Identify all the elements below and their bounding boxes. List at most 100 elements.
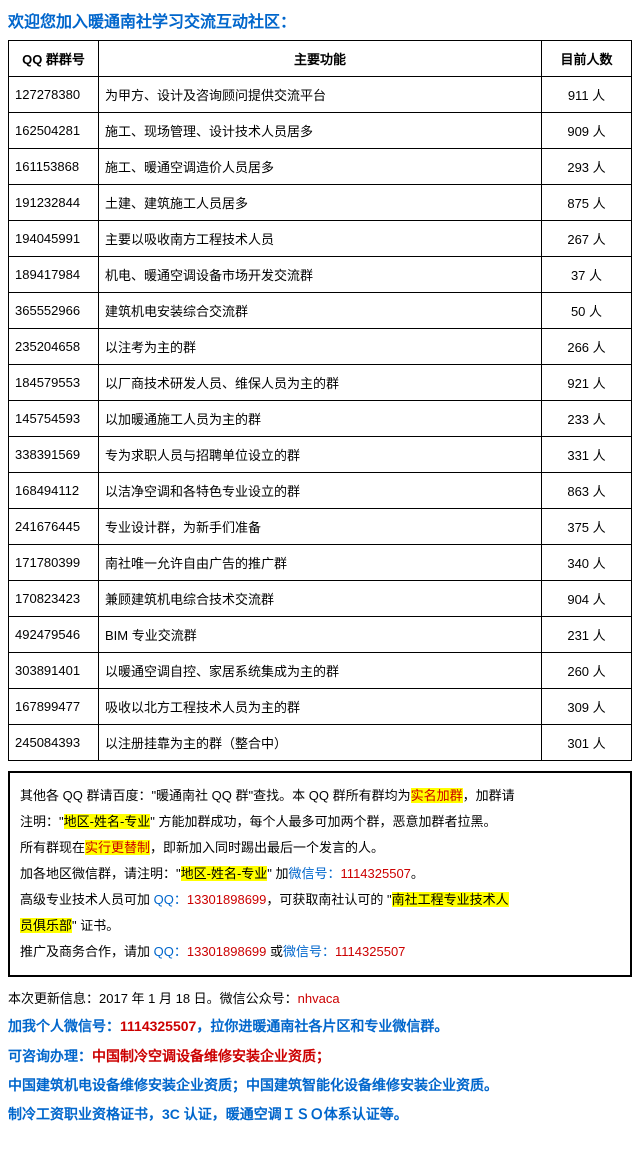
- cell-id: 245084393: [9, 725, 99, 761]
- cell-count: 50 人: [542, 293, 632, 329]
- table-row: 127278380为甲方、设计及咨询顾问提供交流平台911 人: [9, 77, 632, 113]
- table-row: 303891401以暖通空调自控、家居系统集成为主的群260 人: [9, 653, 632, 689]
- cell-id: 170823423: [9, 581, 99, 617]
- table-header-row: QQ 群群号 主要功能 目前人数: [9, 41, 632, 77]
- footer-personal-wechat: 加我个人微信号：1114325507，拉你进暖通南社各片区和专业微信群。: [8, 1014, 632, 1039]
- cell-func: 兼顾建筑机电综合技术交流群: [99, 581, 542, 617]
- text: 推广及商务合作，请加: [20, 944, 154, 959]
- header-func: 主要功能: [99, 41, 542, 77]
- cell-func: 主要以吸收南方工程技术人员: [99, 221, 542, 257]
- cell-id: 241676445: [9, 509, 99, 545]
- cell-count: 921 人: [542, 365, 632, 401]
- text: 加我个人微信号：: [8, 1018, 120, 1034]
- cell-count: 233 人: [542, 401, 632, 437]
- cell-count: 331 人: [542, 437, 632, 473]
- notice-line: 加各地区微信群，请注明："地区-姓名-专业" 加微信号：1114325507。: [20, 861, 620, 887]
- highlight-format: 地区-姓名-专业: [64, 814, 151, 829]
- cell-count: 375 人: [542, 509, 632, 545]
- qq-number: 13301898699: [187, 944, 267, 959]
- cell-id: 191232844: [9, 185, 99, 221]
- cell-count: 909 人: [542, 113, 632, 149]
- text: 加各地区微信群，请注明：": [20, 866, 181, 881]
- table-row: 145754593以加暖通施工人员为主的群233 人: [9, 401, 632, 437]
- cell-id: 162504281: [9, 113, 99, 149]
- cell-id: 161153868: [9, 149, 99, 185]
- cell-func: BIM 专业交流群: [99, 617, 542, 653]
- cell-count: 301 人: [542, 725, 632, 761]
- cell-id: 167899477: [9, 689, 99, 725]
- cell-count: 875 人: [542, 185, 632, 221]
- text: ，加群请: [463, 788, 515, 803]
- text: 所有群现在: [20, 840, 85, 855]
- table-row: 365552966建筑机电安装综合交流群50 人: [9, 293, 632, 329]
- cell-func: 机电、暖通空调设备市场开发交流群: [99, 257, 542, 293]
- cell-count: 911 人: [542, 77, 632, 113]
- cell-func: 施工、暖通空调造价人员居多: [99, 149, 542, 185]
- cell-count: 267 人: [542, 221, 632, 257]
- qq-number: 13301898699: [187, 892, 267, 907]
- wechat-label: 微信号：: [283, 944, 335, 959]
- table-row: 194045991主要以吸收南方工程技术人员267 人: [9, 221, 632, 257]
- table-row: 161153868施工、暖通空调造价人员居多293 人: [9, 149, 632, 185]
- text: ，拉你进暖通南社各片区和专业微信群。: [196, 1018, 448, 1034]
- text: ，可获取南社认可的 ": [266, 892, 391, 907]
- cell-count: 309 人: [542, 689, 632, 725]
- notice-line: 所有群现在实行更替制，即新加入同时踢出最后一个发言的人。: [20, 835, 620, 861]
- header-id: QQ 群群号: [9, 41, 99, 77]
- wechat-number: 1114325507: [120, 1018, 196, 1034]
- text: " 加: [267, 866, 288, 881]
- table-row: 167899477吸收以北方工程技术人员为主的群309 人: [9, 689, 632, 725]
- table-row: 189417984机电、暖通空调设备市场开发交流群37 人: [9, 257, 632, 293]
- text: 本次更新信息：2017 年 1 月 18 日。微信公众号：: [8, 991, 298, 1006]
- text: ，即新加入同时踢出最后一个发言的人。: [150, 840, 384, 855]
- text: 或: [266, 944, 283, 959]
- cell-id: 145754593: [9, 401, 99, 437]
- cell-func: 以加暖通施工人员为主的群: [99, 401, 542, 437]
- cell-id: 235204658: [9, 329, 99, 365]
- footer-update: 本次更新信息：2017 年 1 月 18 日。微信公众号：nhvaca: [8, 987, 632, 1010]
- cell-count: 260 人: [542, 653, 632, 689]
- cell-func: 土建、建筑施工人员居多: [99, 185, 542, 221]
- cell-func: 以注考为主的群: [99, 329, 542, 365]
- cell-func: 南社唯一允许自由广告的推广群: [99, 545, 542, 581]
- cell-count: 37 人: [542, 257, 632, 293]
- cell-id: 168494112: [9, 473, 99, 509]
- cell-func: 为甲方、设计及咨询顾问提供交流平台: [99, 77, 542, 113]
- cell-func: 以暖通空调自控、家居系统集成为主的群: [99, 653, 542, 689]
- wechat-public: nhvaca: [298, 991, 340, 1006]
- cell-func: 专为求职人员与招聘单位设立的群: [99, 437, 542, 473]
- highlight-format: 地区-姓名-专业: [181, 866, 268, 881]
- text: 可咨询办理：: [8, 1048, 92, 1064]
- cell-id: 189417984: [9, 257, 99, 293]
- text: 中国制冷空调设备维修安装企业资质；: [92, 1048, 330, 1064]
- highlight-club: 员俱乐部: [20, 918, 72, 933]
- table-row: 492479546BIM 专业交流群231 人: [9, 617, 632, 653]
- cell-func: 以注册挂靠为主的群（整合中）: [99, 725, 542, 761]
- cell-count: 340 人: [542, 545, 632, 581]
- notice-box: 其他各 QQ 群请百度："暖通南社 QQ 群"查找。本 QQ 群所有群均为实名加…: [8, 771, 632, 977]
- cell-id: 492479546: [9, 617, 99, 653]
- table-row: 162504281施工、现场管理、设计技术人员居多909 人: [9, 113, 632, 149]
- cell-id: 194045991: [9, 221, 99, 257]
- qq-group-table: QQ 群群号 主要功能 目前人数 127278380为甲方、设计及咨询顾问提供交…: [8, 40, 632, 761]
- text: " 方能加群成功，每个人最多可加两个群，恶意加群者拉黑。: [150, 814, 496, 829]
- qq-label: QQ：: [154, 892, 187, 907]
- cell-id: 127278380: [9, 77, 99, 113]
- text: " 证书。: [72, 918, 119, 933]
- cell-count: 231 人: [542, 617, 632, 653]
- notice-line: 推广及商务合作，请加 QQ：13301898699 或微信号：111432550…: [20, 939, 620, 965]
- cell-count: 293 人: [542, 149, 632, 185]
- notice-line: 其他各 QQ 群请百度："暖通南社 QQ 群"查找。本 QQ 群所有群均为实名加…: [20, 783, 620, 809]
- cell-id: 338391569: [9, 437, 99, 473]
- cell-func: 建筑机电安装综合交流群: [99, 293, 542, 329]
- wechat-number: 1114325507: [335, 944, 405, 959]
- cell-func: 施工、现场管理、设计技术人员居多: [99, 113, 542, 149]
- cell-count: 863 人: [542, 473, 632, 509]
- highlight-realname: 实名加群: [411, 788, 463, 803]
- text: 注明：": [20, 814, 64, 829]
- table-row: 168494112以洁净空调和各特色专业设立的群863 人: [9, 473, 632, 509]
- notice-line: 高级专业技术人员可加 QQ：13301898699，可获取南社认可的 "南社工程…: [20, 887, 620, 913]
- notice-line: 注明："地区-姓名-专业" 方能加群成功，每个人最多可加两个群，恶意加群者拉黑。: [20, 809, 620, 835]
- cell-count: 904 人: [542, 581, 632, 617]
- cell-func: 以洁净空调和各特色专业设立的群: [99, 473, 542, 509]
